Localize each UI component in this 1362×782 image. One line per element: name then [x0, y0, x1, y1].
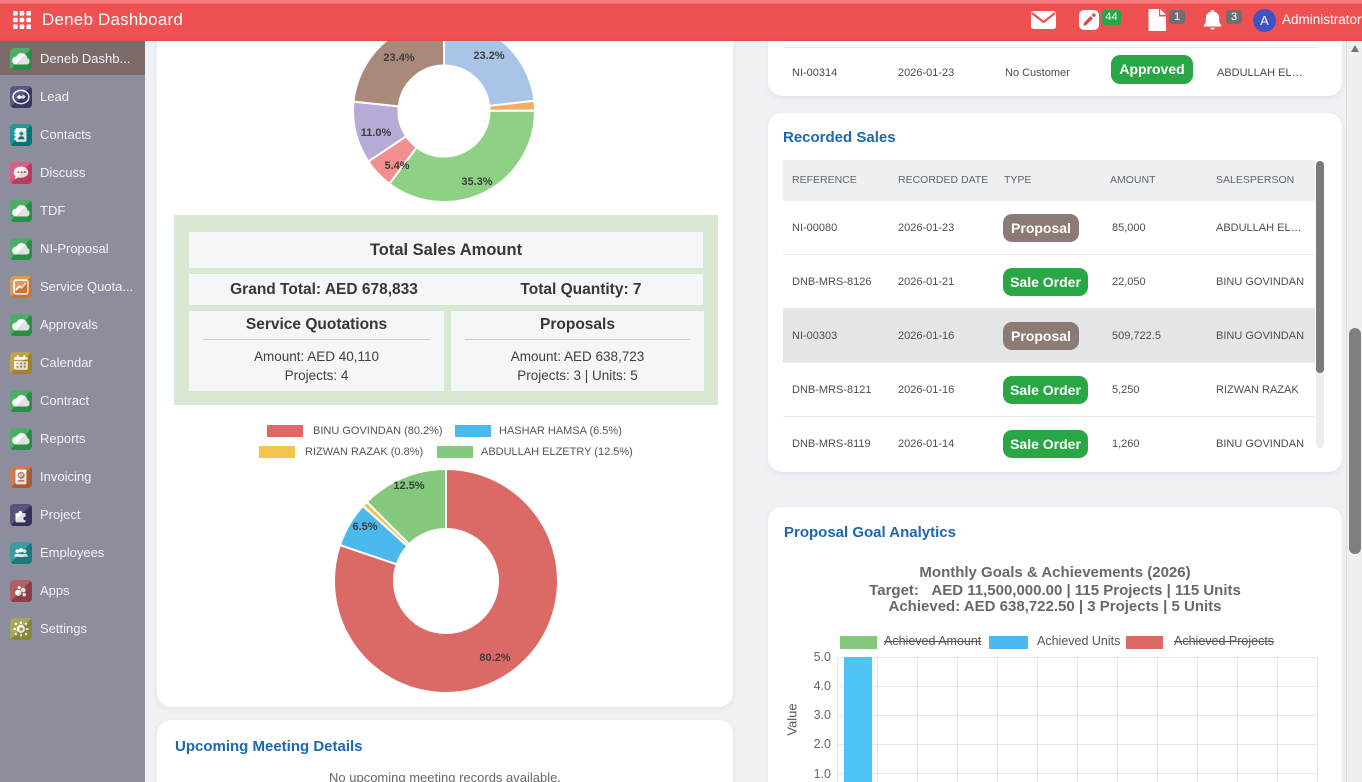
svg-text:$: $: [19, 472, 23, 479]
